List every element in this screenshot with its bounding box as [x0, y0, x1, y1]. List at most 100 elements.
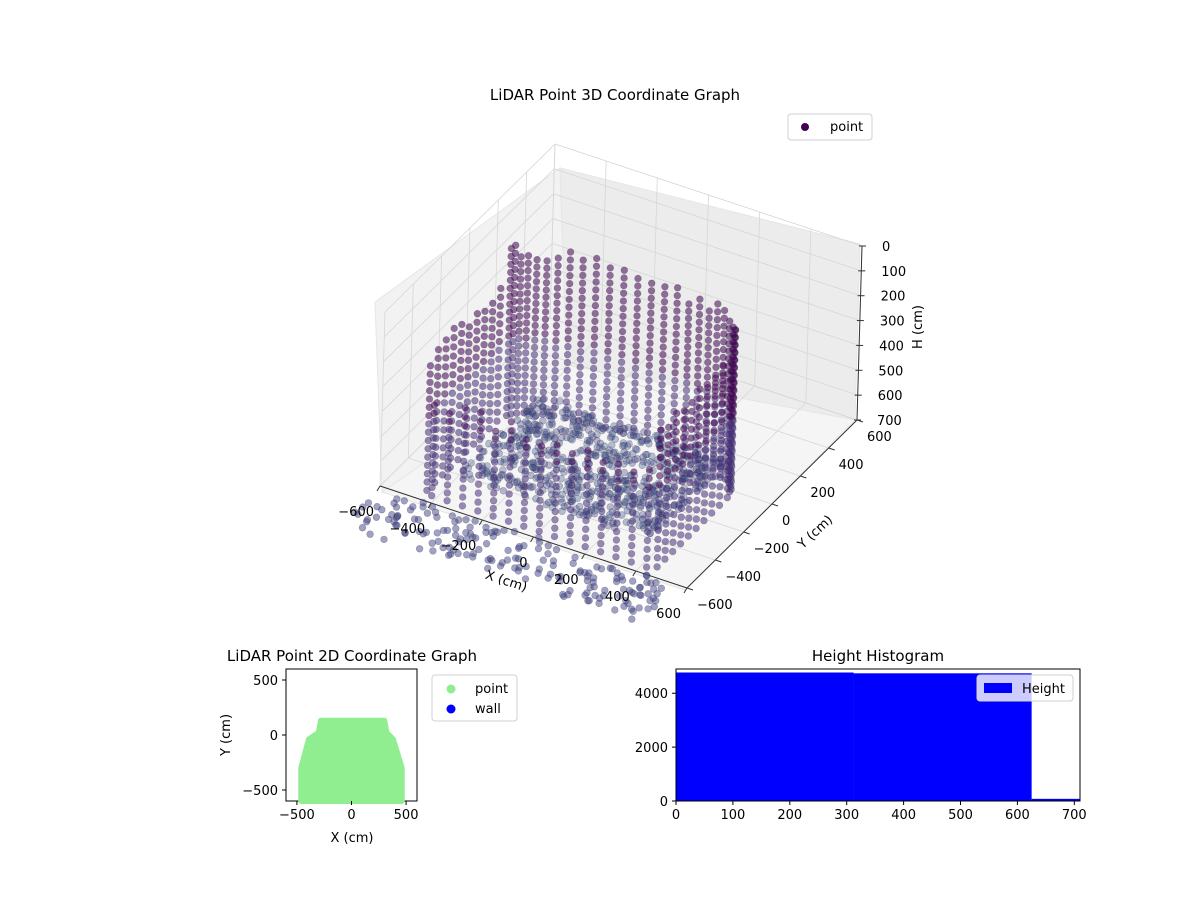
- ticks-3d: −600−400−2000200400600−600−400−200020040…: [338, 240, 906, 622]
- scatter3d-point: [598, 491, 606, 499]
- scatter3d-point: [494, 364, 503, 372]
- hist-x-tick-label: 0: [672, 808, 680, 823]
- histogram-title: Height Histogram: [812, 647, 944, 665]
- scatter3d-point: [400, 497, 408, 505]
- scatter3d-point: [550, 411, 558, 420]
- scatter3d-point: [564, 590, 572, 599]
- scatter3d-point: [615, 592, 624, 600]
- scatter3d-point: [659, 335, 668, 344]
- scatter3d-point: [554, 254, 562, 262]
- scatter3d-point: [724, 448, 733, 457]
- scatter3d-point: [529, 463, 537, 472]
- scatter3d-point: [483, 462, 491, 470]
- scatter3d-point: [579, 415, 587, 424]
- scatter3d-point: [551, 344, 560, 352]
- scatter3d-point: [654, 517, 663, 525]
- scatter3d-point: [534, 544, 543, 553]
- scatter3d-point: [517, 260, 525, 268]
- scatter3d-point: [536, 488, 544, 497]
- scatter3d-point: [493, 417, 501, 425]
- scatter3d-point: [568, 457, 576, 466]
- scatter3d-point: [703, 384, 712, 392]
- scatter3d-point: [564, 409, 572, 417]
- scatter3d-point: [493, 408, 501, 416]
- scatter3d-point: [564, 343, 572, 351]
- scatter3d-point: [581, 591, 589, 599]
- scatter3d-point: [645, 440, 653, 448]
- scatter3d-point: [491, 443, 499, 451]
- scatter3d-point: [482, 528, 490, 537]
- scatter3d-point: [486, 383, 495, 391]
- scatter3d-point: [686, 452, 695, 460]
- scatter3d-point: [702, 428, 711, 436]
- scatter3d-point: [373, 503, 381, 511]
- scatter3d-point: [702, 446, 710, 454]
- scatter3d-point: [597, 507, 606, 515]
- scatter3d-point: [487, 341, 496, 349]
- scatter3d-point: [638, 437, 647, 445]
- scatter3d-point: [716, 483, 724, 491]
- scatter3d-point: [620, 441, 628, 450]
- scatter3d-point: [496, 320, 504, 328]
- scatter3d-point: [476, 418, 484, 426]
- legend-label-point-3d: point: [830, 120, 863, 135]
- scatter3d-point: [694, 364, 702, 372]
- scatter3d-point: [631, 379, 639, 387]
- scatter3d-point: [590, 325, 599, 333]
- scatter3d-point: [441, 390, 449, 398]
- grid-line-z: [384, 168, 862, 338]
- scatter3d-point: [591, 301, 600, 310]
- scatter3d-point: [590, 349, 598, 357]
- scatter3d-point: [445, 417, 453, 426]
- scatter3d-point: [610, 422, 618, 430]
- scatter3d-point: [605, 449, 613, 457]
- scatter3d-point: [499, 487, 507, 495]
- scatter3d-point: [523, 427, 531, 435]
- scatter3d-point: [704, 351, 712, 359]
- scatter3d-point: [575, 378, 584, 386]
- scatter3d-point: [506, 284, 514, 292]
- scatter3d-point: [530, 343, 539, 352]
- scatter3d-point: [615, 427, 624, 435]
- scatter3d-point: [524, 259, 532, 267]
- scatter3d-point: [574, 417, 583, 426]
- scatter3d-point: [695, 318, 703, 326]
- scatter3d-point: [466, 523, 474, 531]
- scatter3d-point: [364, 499, 373, 507]
- scatter3d-point: [445, 441, 453, 449]
- scatter3d-point: [494, 390, 502, 399]
- scatter3d-point: [661, 555, 669, 563]
- scatter3d-point: [592, 286, 600, 294]
- scatter3d-point: [720, 306, 729, 315]
- scatter3d-point: [647, 287, 656, 295]
- scatter3d-point: [480, 349, 488, 357]
- scatter3d-point: [563, 366, 571, 375]
- scatter3d-point: [532, 277, 541, 286]
- scatter3d-point: [629, 492, 637, 501]
- scatter3d-point: [687, 443, 695, 451]
- scatter3d-point: [529, 402, 537, 410]
- scatter3d-point: [593, 488, 601, 496]
- scatter3d-point: [592, 502, 600, 510]
- scatter3d-point: [536, 421, 544, 429]
- scatter3d-point: [465, 348, 473, 356]
- scatter3d-point: [530, 413, 538, 421]
- scatter3d-point: [592, 270, 600, 278]
- scatter3d-point: [465, 339, 473, 348]
- scatter3d-point: [602, 393, 611, 401]
- scatter3d-point: [566, 264, 574, 272]
- scatter3d-point: [639, 496, 648, 504]
- scatter3d-point: [500, 442, 508, 450]
- scatter3d-point: [471, 370, 480, 379]
- scatter3d-point: [521, 475, 529, 483]
- scatter3d-point: [582, 490, 591, 498]
- scatter3d-point: [673, 307, 681, 315]
- scatter3d-point: [441, 381, 449, 389]
- scatter3d-point: [592, 262, 601, 270]
- scatter3d-point: [644, 590, 652, 598]
- scatter3d-point: [596, 443, 604, 451]
- scatter3d-point: [635, 521, 643, 530]
- scatter3d-point: [629, 476, 638, 484]
- scatter3d-point: [488, 316, 496, 324]
- scatter3d-point: [464, 364, 472, 373]
